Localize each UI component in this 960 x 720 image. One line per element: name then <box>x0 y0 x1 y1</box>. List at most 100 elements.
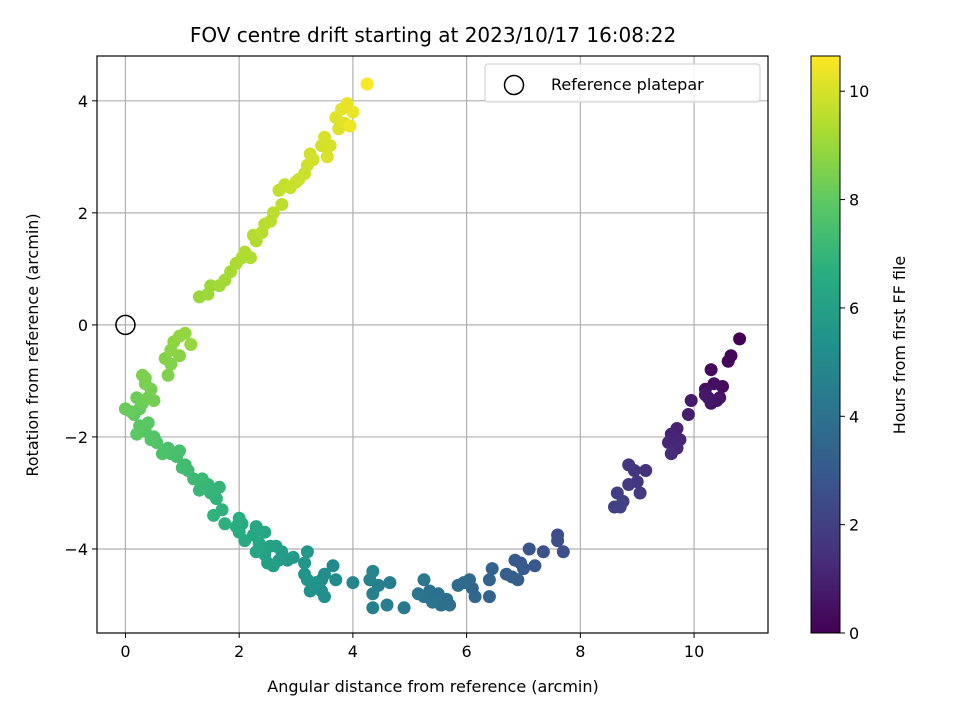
data-point <box>633 486 647 500</box>
data-point <box>397 601 411 615</box>
x-tick-label: 0 <box>120 642 130 661</box>
data-point <box>366 601 380 615</box>
data-point <box>411 587 425 601</box>
data-point <box>184 338 198 351</box>
data-point <box>639 464 653 477</box>
y-tick-label: 2 <box>78 204 88 223</box>
data-point <box>329 573 343 587</box>
data-point <box>318 590 331 604</box>
data-point <box>508 553 522 567</box>
data-point <box>451 578 465 592</box>
colorbar-tick-label: 2 <box>849 516 859 535</box>
data-point <box>346 576 360 590</box>
data-point <box>320 150 334 164</box>
data-point <box>499 567 513 581</box>
colorbar <box>810 55 841 634</box>
data-point <box>482 590 496 604</box>
data-point <box>704 363 718 377</box>
chart-title: FOV centre drift starting at 2023/10/17 … <box>190 23 676 47</box>
data-point <box>622 478 636 491</box>
data-point <box>346 105 360 119</box>
colorbar-tick-label: 10 <box>849 82 869 101</box>
data-point <box>698 388 712 402</box>
data-point <box>622 458 636 472</box>
data-point <box>326 559 340 573</box>
x-axis-label: Angular distance from reference (arcmin) <box>267 677 598 696</box>
x-tick-label: 10 <box>684 642 704 661</box>
data-point <box>517 562 530 576</box>
data-point <box>147 394 161 407</box>
data-point <box>303 147 317 161</box>
colorbar-tick-label: 6 <box>849 299 859 318</box>
data-point <box>192 483 206 497</box>
data-point <box>383 576 397 590</box>
data-point <box>528 559 542 573</box>
data-point <box>232 511 246 525</box>
data-point <box>485 562 499 576</box>
data-point <box>721 354 735 368</box>
data-point <box>178 326 192 340</box>
data-point <box>275 198 289 211</box>
y-axis-label: Rotation from reference (arcmin) <box>23 213 42 476</box>
x-tick-label: 6 <box>462 642 472 661</box>
data-point <box>366 564 380 578</box>
plot-area <box>97 56 768 633</box>
data-point <box>468 590 482 604</box>
data-point <box>207 508 221 522</box>
data-point <box>238 245 252 259</box>
colorbar-tick-label: 8 <box>849 191 859 210</box>
plot-frame <box>96 55 769 634</box>
colorbar-tick-label: 0 <box>849 624 859 643</box>
data-point <box>360 77 374 91</box>
data-point <box>511 573 525 587</box>
data-point <box>482 573 496 587</box>
data-point <box>417 573 431 587</box>
y-tick-label: 4 <box>78 92 88 111</box>
grid <box>97 56 768 633</box>
data-point <box>118 402 132 416</box>
data-point <box>664 447 678 461</box>
data-point <box>343 119 357 133</box>
y-axis-ticks: −4 −2 0 2 4 <box>64 92 97 559</box>
data-point <box>300 545 314 559</box>
data-point <box>218 517 232 531</box>
colorbar-tick-label: 4 <box>849 407 859 426</box>
legend: Reference platepar <box>484 63 761 103</box>
data-point <box>556 545 570 559</box>
y-tick-label: −2 <box>64 428 88 447</box>
colorbar-label: Hours from first FF file <box>890 256 909 435</box>
data-point <box>155 447 169 461</box>
data-point <box>681 408 695 421</box>
colorbar-ticks: 0 2 4 6 8 10 <box>840 82 869 643</box>
data-point <box>138 371 152 385</box>
data-point <box>161 368 175 382</box>
reference-point <box>115 314 136 336</box>
data-point <box>536 545 550 559</box>
data-point <box>249 520 263 534</box>
legend-box <box>484 63 761 103</box>
data-point <box>303 584 317 598</box>
data-point <box>298 556 312 570</box>
legend-reference-marker <box>503 74 525 96</box>
x-tick-label: 8 <box>575 642 585 661</box>
data-point <box>175 461 189 475</box>
y-tick-label: 0 <box>78 316 88 335</box>
x-axis-ticks: 0 2 4 6 8 10 <box>120 633 704 661</box>
data-point <box>380 598 394 612</box>
x-tick-label: 4 <box>348 642 358 661</box>
data-point <box>366 587 380 601</box>
y-tick-label: −4 <box>64 540 88 559</box>
data-point <box>298 567 312 581</box>
data-point <box>733 332 747 346</box>
data-point <box>266 206 280 220</box>
x-tick-label: 2 <box>234 642 244 661</box>
data-point <box>522 542 536 556</box>
data-point <box>551 534 565 548</box>
data-point <box>323 139 337 153</box>
data-point <box>130 427 144 441</box>
data-point <box>616 494 630 508</box>
legend-label: Reference platepar <box>551 75 704 94</box>
data-point <box>684 394 698 407</box>
scatter-points <box>118 77 747 615</box>
